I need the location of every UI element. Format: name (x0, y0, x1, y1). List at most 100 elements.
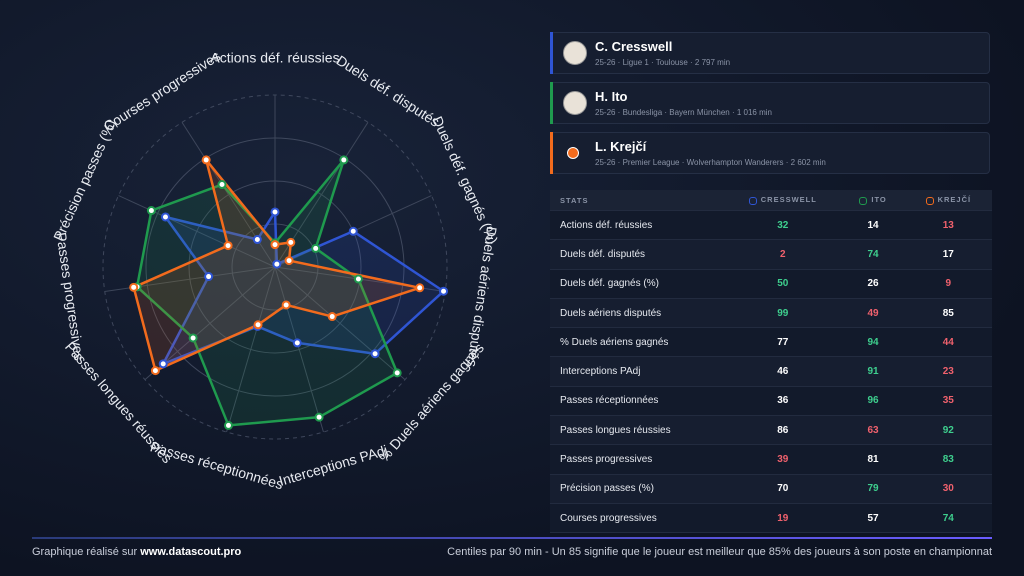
series-area (161, 210, 445, 366)
stat-value: 44 (904, 327, 992, 358)
stat-name: Duels déf. gagnés (%) (550, 269, 725, 299)
card-accent (550, 82, 553, 124)
credit-site: www.datascout.pro (140, 546, 242, 558)
data-point (348, 226, 358, 236)
axis-label: Interceptions PAdj (277, 442, 390, 489)
stat-name: Duels déf. disputés (550, 239, 725, 270)
stats-table: STATS CRESSWELL ITO KREJČÍ Actions déf. réus… (550, 190, 992, 534)
stat-value: 46 (724, 356, 842, 387)
spoke (118, 195, 276, 268)
footer-credit: Graphique réalisé sur www.datascout.pro (32, 546, 241, 558)
stat-value: 32 (724, 210, 842, 241)
stat-value: 9 (904, 269, 992, 299)
header-text: STATS (560, 195, 589, 205)
stat-value: 83 (904, 444, 992, 475)
data-point (146, 206, 156, 216)
stat-name: Précision passes (%) (550, 474, 725, 504)
axis-label: Passes progressives (53, 231, 87, 361)
stat-value: 2 (724, 239, 842, 270)
footer-rule (32, 537, 992, 539)
data-point (223, 420, 233, 430)
stat-value: 36 (724, 386, 842, 417)
card-accent (550, 32, 553, 74)
data-point (327, 312, 337, 322)
data-point (129, 282, 139, 292)
data-point (204, 272, 214, 282)
stat-row: Passes longues réussies 86 63 92 (550, 415, 992, 446)
stat-row: Duels aériens disputés 99 49 85 (550, 298, 992, 329)
spoke (144, 266, 276, 381)
spoke (274, 266, 406, 381)
player-card: L. Krejčí 25-26 · Premier League · Wolver… (550, 132, 990, 174)
stat-value: 13 (904, 210, 992, 241)
avatar (567, 147, 579, 159)
data-point (353, 274, 363, 284)
stat-row: Passes progressives 39 81 83 (550, 444, 992, 475)
stat-value: 14 (841, 210, 905, 241)
header-row: STATS CRESSWELL ITO KREJČÍ (550, 190, 992, 211)
data-point (270, 240, 280, 250)
spoke (274, 266, 324, 433)
stat-name: Courses progressives (550, 503, 725, 534)
series-area (135, 158, 399, 427)
stat-value: 35 (904, 386, 992, 417)
data-point (270, 207, 280, 217)
data-point (415, 283, 425, 293)
stat-row: % Duels aériens gagnés 77 94 44 (550, 327, 992, 358)
stat-row: Passes réceptionnées 36 96 35 (550, 386, 992, 417)
stat-name: Passes réceptionnées (550, 386, 725, 417)
stat-value: 26 (841, 269, 905, 299)
axis-label: Actions déf. réussies (210, 50, 339, 66)
axis-label: Duels déf. disputés (334, 52, 443, 130)
data-point (150, 366, 160, 376)
stat-name: Passes progressives (550, 444, 725, 475)
stat-row: Duels déf. disputés 2 74 17 (550, 239, 992, 270)
data-point (392, 368, 402, 378)
stat-value: 96 (841, 386, 905, 417)
stat-value: 77 (724, 327, 842, 358)
stat-value: 70 (724, 474, 842, 504)
card-accent (550, 132, 553, 174)
header-cell: ITO (841, 190, 905, 211)
data-point (339, 155, 349, 165)
stat-row: Actions déf. réussies 32 14 13 (550, 210, 992, 241)
data-point (439, 286, 449, 296)
stat-name: Interceptions PAdj (550, 356, 725, 387)
stat-value: 92 (904, 415, 992, 446)
header-text: ITO (871, 195, 887, 205)
data-point (201, 155, 211, 165)
axis-label: Passes réceptionnées (148, 438, 285, 492)
stat-name: % Duels aériens gagnés (550, 327, 725, 358)
stat-value: 23 (904, 356, 992, 387)
stat-value: 81 (841, 444, 905, 475)
stat-value: 57 (841, 503, 905, 534)
data-point (160, 212, 170, 222)
data-point (314, 412, 324, 422)
data-point (292, 338, 302, 348)
stat-name: Duels aériens disputés (550, 298, 725, 329)
legend-dot (748, 196, 757, 205)
stat-value: 79 (841, 474, 905, 504)
stat-value: 50 (724, 269, 842, 299)
stat-row: Interceptions PAdj 46 91 23 (550, 356, 992, 387)
header-text: CRESSWELL (760, 195, 817, 205)
data-point (370, 349, 380, 359)
avatar (563, 41, 587, 65)
player-details: 25-26 · Bundesliga · Bayern München · 1 … (595, 108, 772, 117)
axis-label: Courses progressives (101, 48, 224, 135)
player-card: H. Ito 25-26 · Bundesliga · Bayern Münche… (550, 82, 990, 124)
stat-row: Courses progressives 19 57 74 (550, 503, 992, 534)
header-cell: KREJČÍ (904, 190, 992, 211)
header-cell: CRESSWELL (724, 190, 842, 211)
player-name: L. Krejčí (595, 139, 647, 154)
stat-value: 85 (904, 298, 992, 329)
stat-value: 17 (904, 239, 992, 270)
header-text: KREJČÍ (937, 195, 972, 205)
data-point (253, 320, 263, 330)
legend-dot (859, 196, 868, 205)
player-details: 25-26 · Ligue 1 · Toulouse · 2 797 min (595, 58, 731, 67)
credit-text: Graphique réalisé sur (32, 546, 138, 558)
axis-label: Précision passes (%) (50, 117, 119, 243)
